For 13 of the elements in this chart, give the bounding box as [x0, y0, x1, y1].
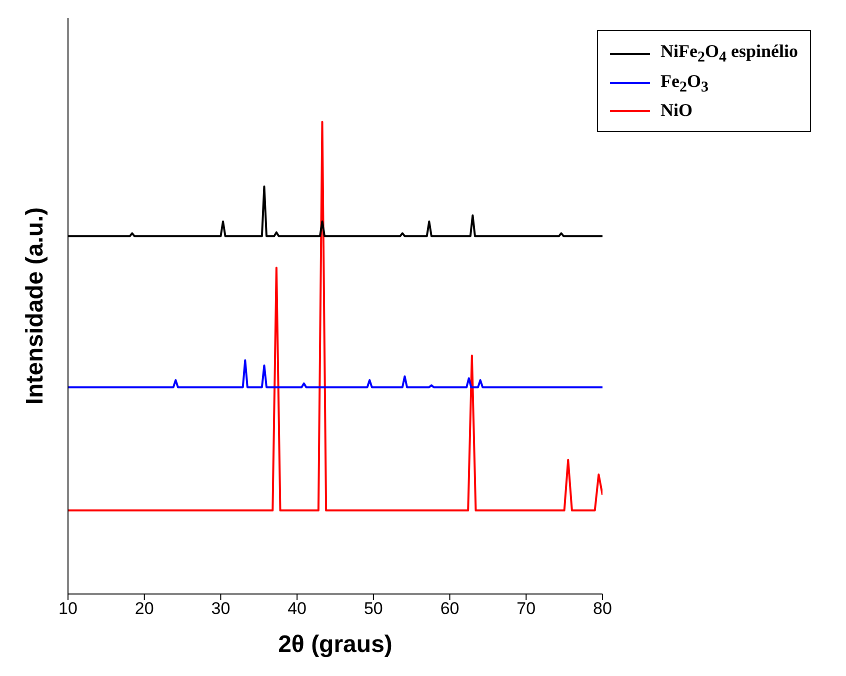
x-tick-label: 20 [134, 599, 154, 618]
x-axis-title: 2θ (graus) [278, 631, 392, 658]
x-tick-label: 80 [593, 599, 612, 618]
legend-label: Fe$_{2}$O$_{3}$ [660, 70, 708, 96]
x-tick-label: 50 [364, 599, 383, 618]
x-tick-label: 30 [211, 599, 230, 618]
x-tick-label: 70 [516, 599, 536, 618]
legend-label: NiFe$_{2}$O$_{4}$ espinélio [660, 41, 798, 67]
x-tick-label: 40 [288, 599, 307, 618]
y-axis-title: Intensidade (a.u.) [22, 207, 49, 405]
x-tick-label: 10 [58, 599, 78, 618]
x-tick-label: 60 [440, 599, 460, 618]
legend-label: NiO [660, 100, 692, 122]
